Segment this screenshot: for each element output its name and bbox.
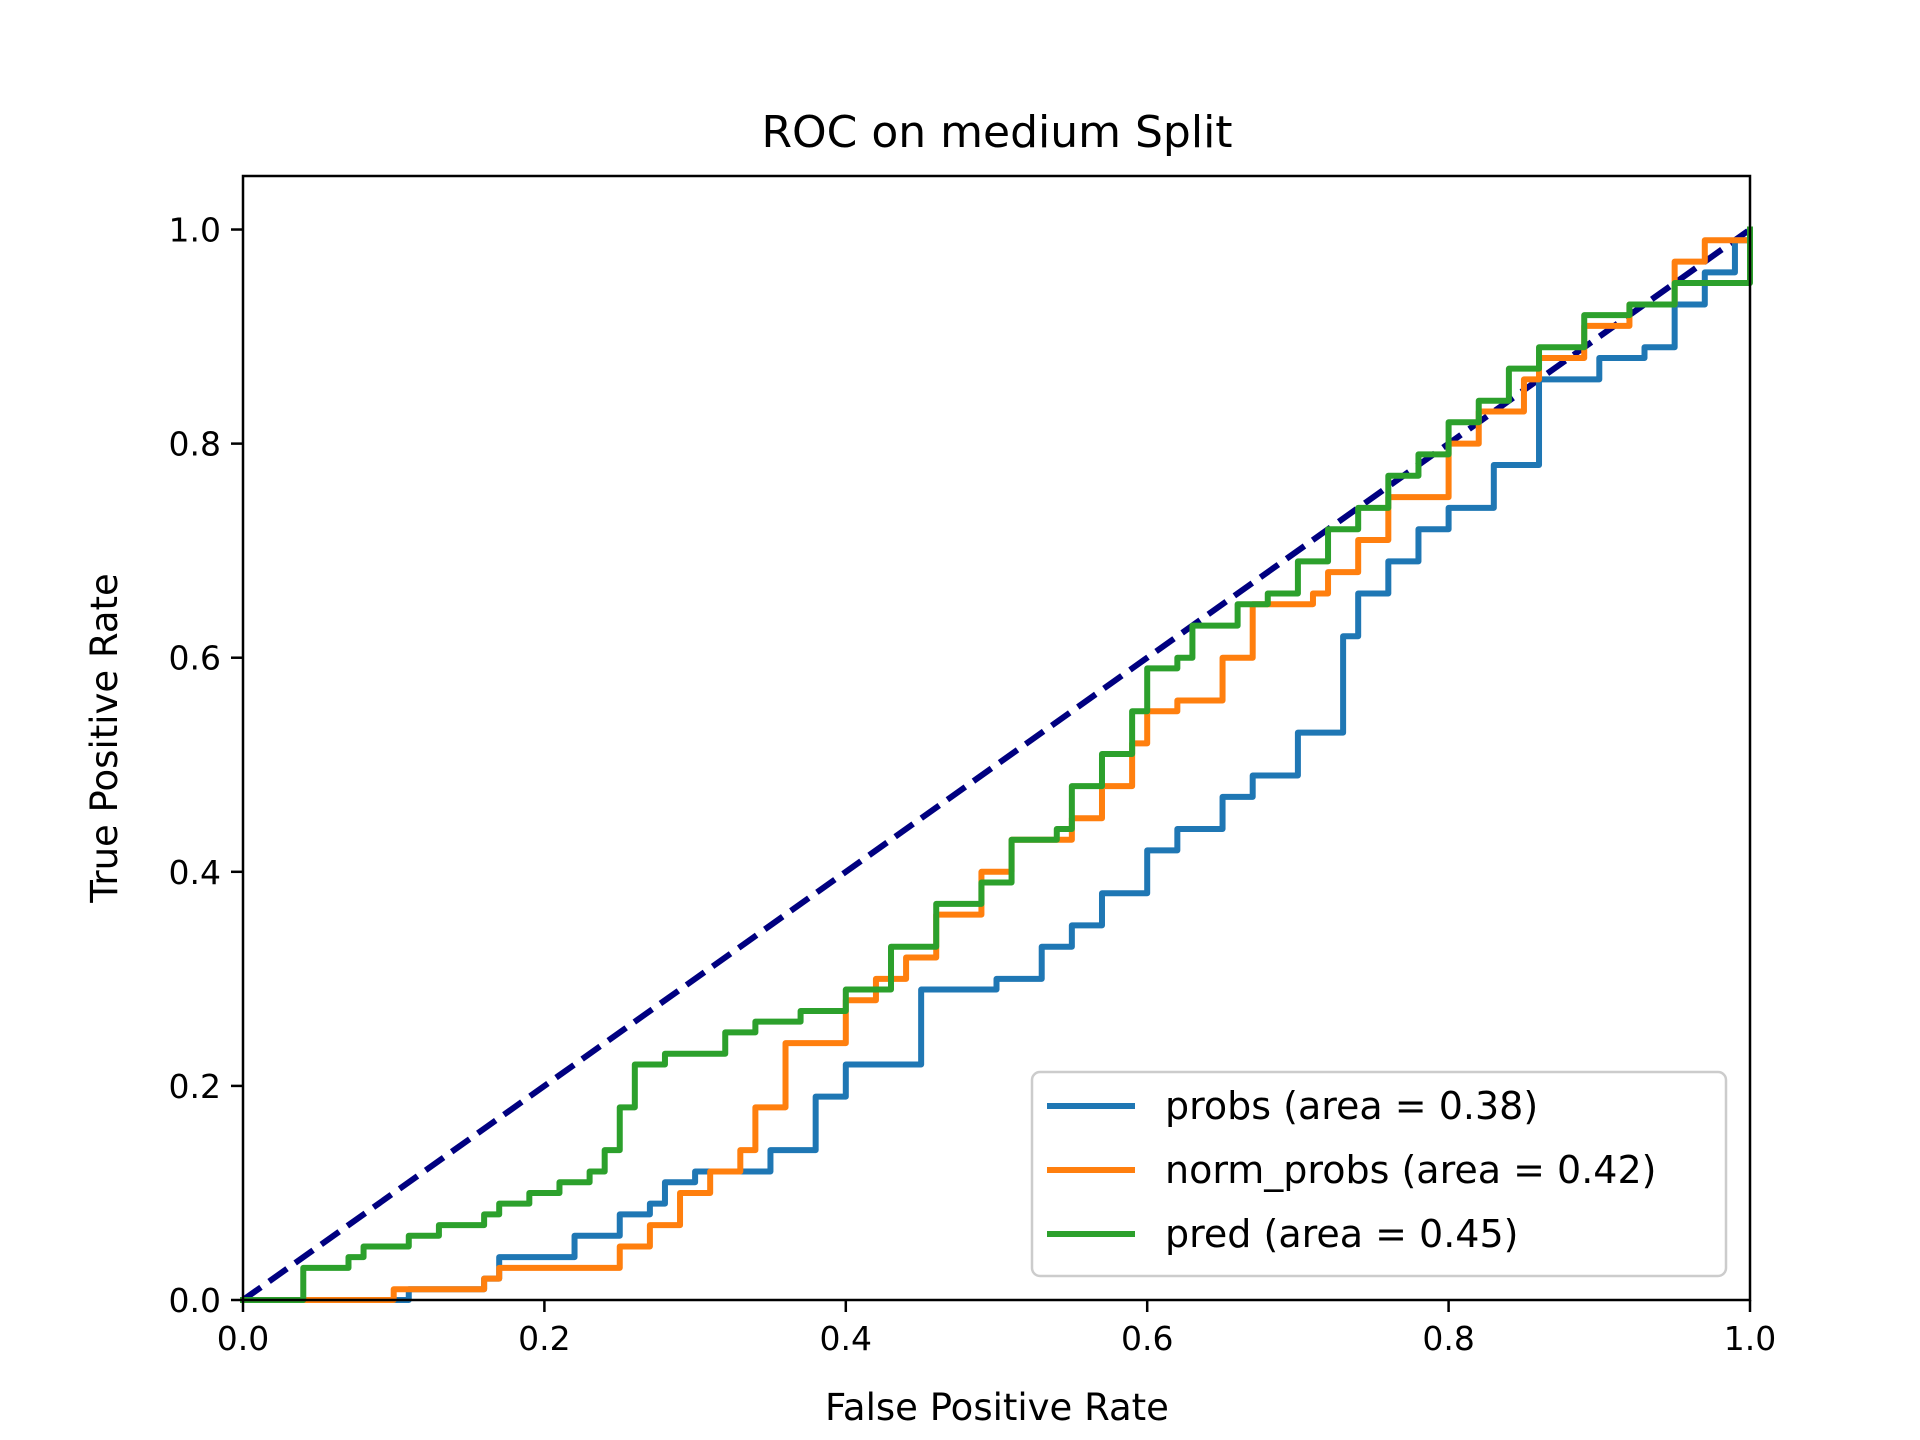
legend-box: [1030, 1070, 1728, 1278]
x-tick-label: 0.0: [217, 1319, 269, 1358]
series-line-1: [240, 226, 1753, 1303]
legend-label-1: norm_probs (area = 0.42): [1165, 1148, 1656, 1192]
x-tick-label: 0.8: [1422, 1319, 1474, 1358]
x-tick-label: 0.4: [820, 1319, 872, 1358]
x-tick-label: 0.2: [518, 1319, 570, 1358]
y-axis-ticks: 0.0 0.2 0.4 0.6 0.8 1.0: [169, 211, 243, 1320]
series-layer: [240, 226, 1753, 1303]
series-line-2: [240, 226, 1753, 1303]
x-axis-ticks: 0.0 0.2 0.4 0.6 0.8 1.0: [217, 1300, 1776, 1358]
reference-line-layer: [241, 227, 1752, 1303]
legend-items: probs (area = 0.38) norm_probs (area = 0.…: [1047, 1084, 1656, 1256]
plot-frame: [241, 174, 1752, 1302]
legend: probs (area = 0.38) norm_probs (area = 0.…: [1030, 1070, 1728, 1278]
chart-title: ROC on medium Split: [761, 107, 1232, 158]
y-tick-label: 0.0: [169, 1281, 221, 1320]
y-tick-label: 0.6: [169, 639, 221, 678]
legend-label-2: pred (area = 0.45): [1165, 1212, 1519, 1256]
x-tick-label: 0.6: [1121, 1319, 1173, 1358]
x-tick-label: 1.0: [1724, 1319, 1776, 1358]
legend-label-0: probs (area = 0.38): [1165, 1084, 1538, 1128]
series-line-0: [240, 226, 1753, 1303]
chance-line: [241, 227, 1752, 1303]
y-tick-label: 1.0: [169, 211, 221, 250]
y-tick-label: 0.8: [169, 425, 221, 464]
y-tick-label: 0.2: [169, 1067, 221, 1106]
x-axis-label: False Positive Rate: [825, 1386, 1169, 1429]
y-tick-label: 0.4: [169, 853, 221, 892]
y-axis-label: True Positive Rate: [83, 573, 126, 904]
